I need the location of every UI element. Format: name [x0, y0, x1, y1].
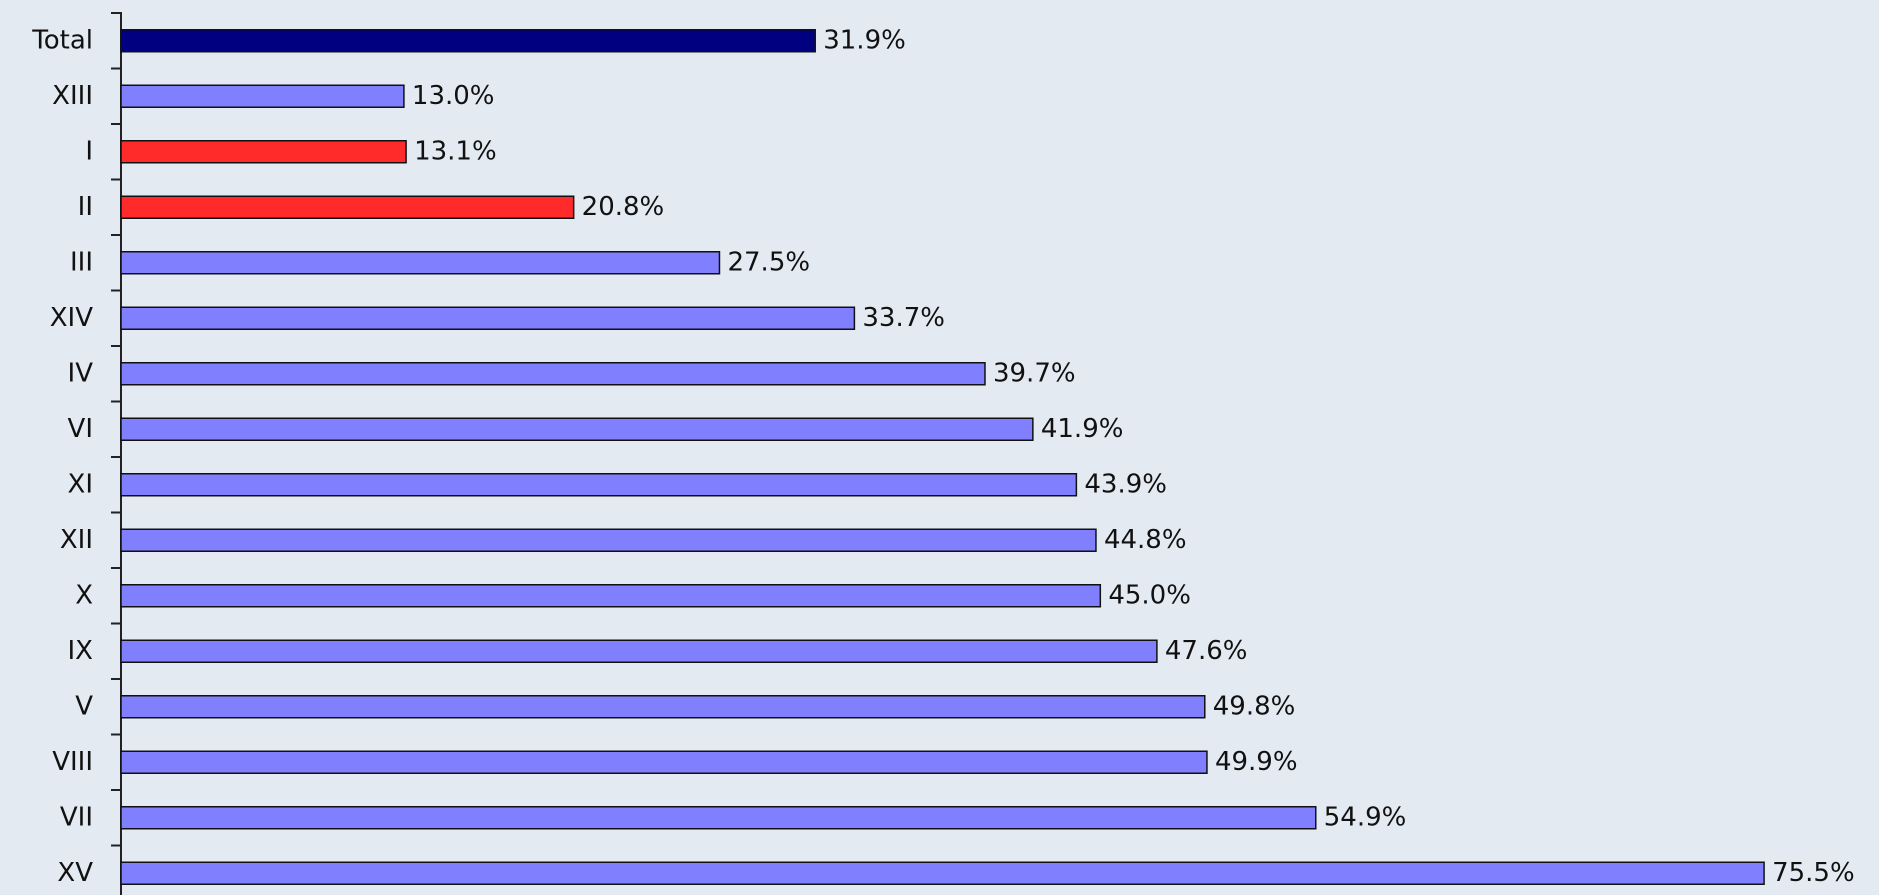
- bar: [120, 362, 986, 386]
- data-label: 20.8%: [582, 192, 665, 222]
- data-label: 44.8%: [1104, 525, 1187, 555]
- y-tick-label: IX: [68, 636, 93, 666]
- bar: [120, 29, 816, 53]
- bar: [120, 84, 405, 108]
- y-tick-label: III: [70, 247, 93, 277]
- data-label: 13.1%: [414, 136, 497, 166]
- y-tick-label: VIII: [52, 747, 93, 777]
- data-label: 49.8%: [1213, 691, 1296, 721]
- y-tick-label: Total: [31, 25, 93, 55]
- data-label: 75.5%: [1772, 858, 1855, 888]
- y-tick-label: IV: [68, 358, 94, 388]
- y-tick-label: V: [75, 691, 93, 721]
- y-tick-label: XV: [57, 858, 93, 888]
- data-label: 33.7%: [862, 303, 945, 333]
- y-tick-label: XIV: [50, 303, 93, 333]
- y-tick-label: I: [85, 136, 93, 166]
- y-tick-label: X: [75, 580, 93, 610]
- bar: [120, 861, 1765, 885]
- bar: [120, 417, 1034, 441]
- y-tick-label: XIII: [52, 81, 93, 111]
- data-label: 13.0%: [412, 81, 495, 111]
- bar: [120, 806, 1317, 830]
- y-tick-label: II: [78, 192, 93, 222]
- data-label: 31.9%: [823, 25, 906, 55]
- bar: [120, 584, 1102, 608]
- bar: [120, 639, 1158, 663]
- data-label: 41.9%: [1041, 414, 1124, 444]
- bar: [120, 251, 721, 275]
- data-label: 49.9%: [1215, 747, 1298, 777]
- y-tick-label: XI: [68, 469, 93, 499]
- data-label: 45.0%: [1108, 580, 1191, 610]
- y-tick-label: VI: [68, 414, 93, 444]
- bar: [120, 750, 1208, 774]
- data-label: 39.7%: [993, 358, 1076, 388]
- y-tick-label: VII: [60, 802, 93, 832]
- bar: [120, 306, 856, 330]
- data-label: 54.9%: [1324, 802, 1407, 832]
- bar: [120, 528, 1097, 552]
- data-label: 27.5%: [727, 247, 810, 277]
- bar: [120, 140, 407, 164]
- y-tick-label: XII: [60, 525, 93, 555]
- bar: [120, 473, 1078, 497]
- bar: [120, 195, 575, 219]
- data-label: 47.6%: [1165, 636, 1248, 666]
- bar: [120, 695, 1206, 719]
- data-label: 43.9%: [1084, 469, 1167, 499]
